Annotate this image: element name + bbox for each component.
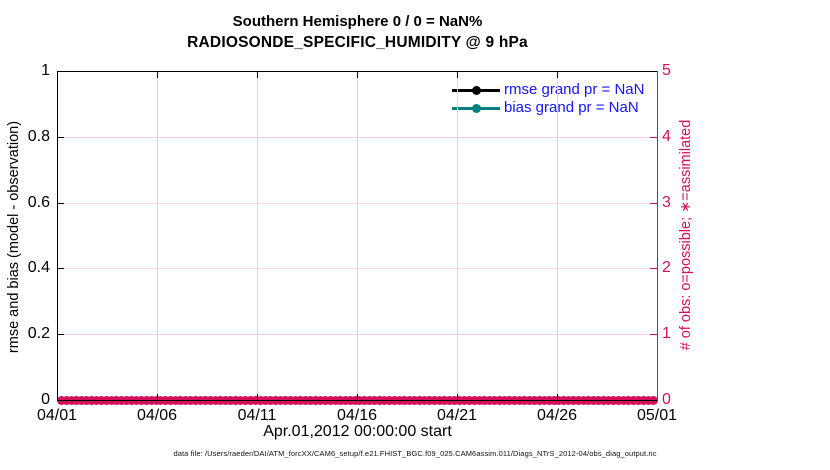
chart-title-line2: RADIOSONDE_SPECIFIC_HUMIDITY @ 9 hPa [187,34,528,51]
x-tick-mark-top [257,72,258,78]
vertical-gridline [457,72,458,399]
y-tick-label-left: 0.2 [27,325,50,343]
x-tick-mark-bottom [457,394,458,400]
right-axis-spine [657,71,658,401]
y-tick-label-right: 0 [662,391,671,408]
x-tick-label: 04/16 [336,407,378,424]
x-tick-label: 04/06 [136,407,178,424]
x-tick-label: 04/26 [536,407,578,424]
chart-title: Southern Hemisphere 0 / 0 = NaN% RADIOSO… [57,12,658,53]
y-tick-mark-right [650,334,657,336]
y-tick-label-right: 1 [662,325,671,343]
vertical-gridline [557,72,558,399]
x-tick-mark-bottom [357,394,358,400]
x-tick-mark-top [357,72,358,78]
left-axis-spine [57,71,58,400]
vertical-gridline [357,72,358,399]
legend: rmse grand pr = NaN bias grand pr = NaN [452,81,644,117]
x-tick-mark-bottom [557,394,558,400]
bias-marker-icon [472,103,481,113]
y-tick-label-left: 1 [41,62,50,79]
bottom-axis-spine [57,400,658,401]
x-tick-mark-bottom [157,394,158,400]
vertical-gridline [257,72,258,399]
y-tick-label-right: 2 [662,259,671,277]
legend-label-rmse: rmse grand pr = NaN [504,81,645,98]
x-tick-mark-top [557,72,558,78]
horizontal-gridline [58,202,656,204]
bias-line-sample-icon [452,103,500,113]
legend-item-bias: bias grand pr = NaN [452,99,644,117]
horizontal-gridline [58,334,656,336]
y-tick-label-left: 0.4 [27,259,50,277]
x-tick-mark-top [157,72,158,78]
y-tick-mark-left [58,268,64,270]
chart-title-line1: Southern Hemisphere 0 / 0 = NaN% [232,13,483,30]
vertical-gridline [157,72,158,399]
y-tick-mark-right [650,268,657,270]
x-tick-mark-bottom [257,394,258,400]
x-tick-label: 04/11 [237,407,277,424]
x-tick-label: 04/01 [36,407,78,424]
y-tick-mark-left [58,334,64,336]
y-tick-label-right: 4 [662,127,671,145]
y-tick-mark-right [650,202,657,204]
y-tick-mark-left [58,202,64,204]
x-axis-label: Apr.01,2012 00:00:00 start [263,423,452,440]
y-tick-mark-left [58,136,64,138]
x-tick-mark-top [457,72,458,78]
legend-item-rmse: rmse grand pr = NaN [452,81,644,99]
legend-label-bias: bias grand pr = NaN [504,99,639,116]
horizontal-gridline [58,268,656,270]
y-tick-label-right: 5 [662,62,671,79]
top-axis-spine [57,71,658,72]
rmse-line-sample-icon [452,85,500,95]
y-tick-label-left: 0.8 [27,127,50,145]
data-file-caption: data file: /Users/raeder/DAI/ATM_forcXX/… [173,449,657,458]
y-tick-label-left: 0.6 [27,193,50,211]
x-tick-label: 05/01 [636,407,678,424]
y-tick-mark-right [650,136,657,138]
x-tick-label: 04/21 [436,407,478,424]
y-tick-label-right: 3 [662,193,671,211]
y-tick-label-left: 0 [41,391,50,408]
rmse-marker-icon [472,85,481,95]
horizontal-gridline [58,136,656,138]
